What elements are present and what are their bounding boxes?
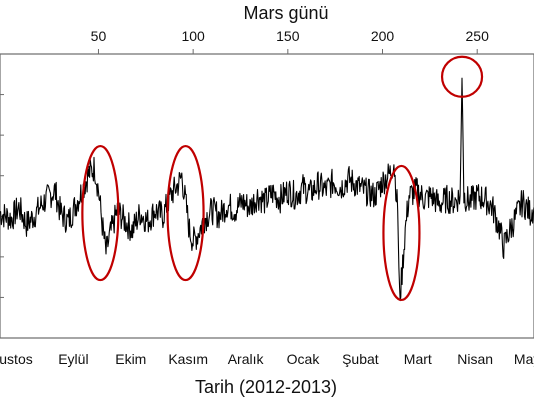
bottom-tick-label-6: Şubat (342, 351, 379, 367)
top-tick-label-1: 100 (181, 28, 205, 44)
highlight-circle-3 (440, 55, 484, 98)
top-axis-title: Mars günü (243, 3, 328, 23)
bottom-tick-label-9: Mayıs (514, 351, 534, 367)
bottom-tick-label-7: Mart (404, 351, 432, 367)
highlight-ellipse-0 (81, 144, 120, 282)
bottom-axis-title: Tarih (2012-2013) (195, 377, 337, 397)
bottom-tick-label-8: Nisan (457, 351, 493, 367)
bottom-tick-label-1: Eylül (58, 351, 88, 367)
bottom-tick-label-3: Kasım (168, 351, 208, 367)
top-axis-ticks: 50 100 150 200 250 (91, 28, 489, 54)
bottom-tick-label-4: Aralık (228, 351, 265, 367)
series-group (0, 77, 534, 302)
top-tick-label-4: 250 (466, 28, 490, 44)
highlight-ellipse-1 (166, 144, 205, 282)
top-tick-label-2: 150 (276, 28, 300, 44)
series-line-0 (0, 77, 534, 302)
top-tick-label-0: 50 (91, 28, 107, 44)
bottom-axis-ticks: ustos Eylül Ekim Kasım Aralık Ocak Şubat Mart Ni… (0, 351, 534, 367)
bottom-tick-label-5: Ocak (287, 351, 321, 367)
bottom-tick-label-2: Ekim (115, 351, 146, 367)
bottom-tick-label-0: ustos (0, 351, 33, 367)
highlight-ellipse-2 (382, 164, 421, 302)
top-tick-label-3: 200 (371, 28, 395, 44)
highlight-group (81, 55, 484, 302)
plot-frame (0, 53, 534, 339)
